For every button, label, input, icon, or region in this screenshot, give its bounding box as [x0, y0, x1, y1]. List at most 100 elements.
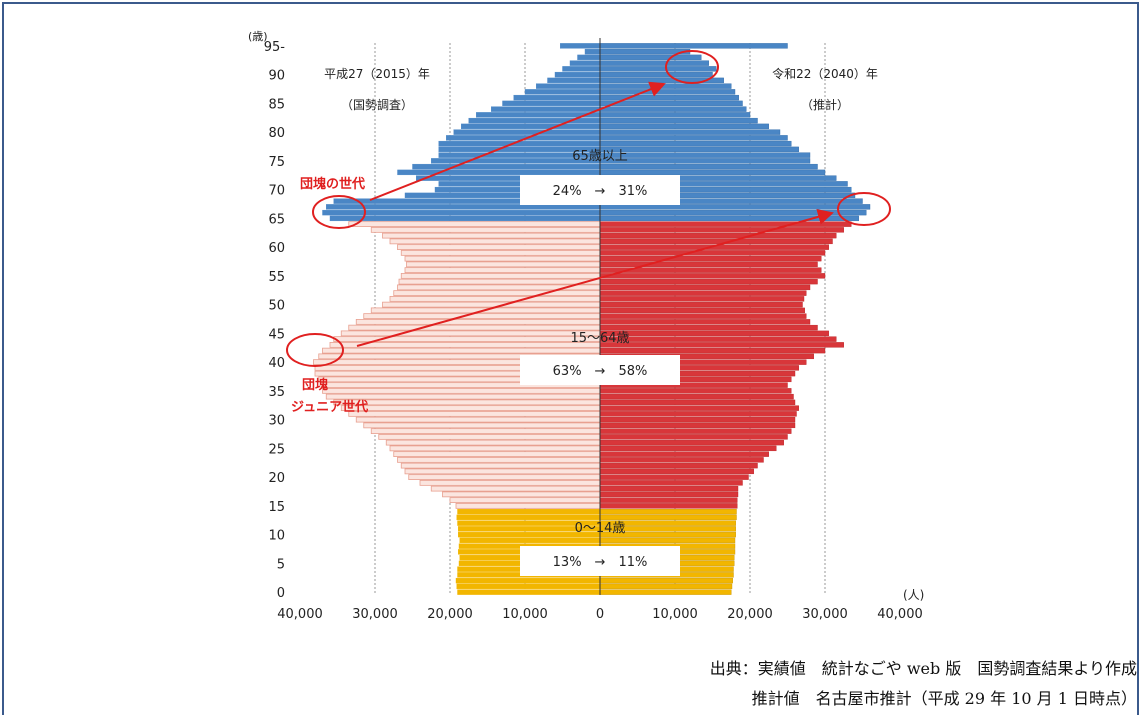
annotation-arrow [356, 209, 834, 347]
bar-2040 [599, 163, 818, 170]
bar-2040 [599, 146, 799, 153]
y-tick-label: 15 [268, 500, 285, 515]
y-unit-label: (歳) [248, 30, 268, 43]
bar-2015 [453, 129, 601, 135]
bar-2015 [326, 204, 601, 210]
bar-2040 [599, 273, 826, 279]
bar-2040 [599, 89, 736, 95]
bar-2040 [599, 503, 738, 509]
x-unit-label: (人) [903, 588, 924, 602]
bar-2040 [599, 71, 713, 78]
bar-2015 [397, 169, 601, 176]
bar-2040 [599, 411, 797, 417]
bar-2015 [412, 163, 601, 170]
bar-2040 [599, 583, 733, 590]
annotation-circle [665, 50, 719, 84]
left-panel-subtitle: （国勢調査） [341, 97, 413, 112]
bar-2015 [393, 451, 601, 457]
y-tick-label: 95- [264, 40, 286, 55]
y-tick-label: 85 [268, 97, 285, 112]
annotation-label: 団塊 [302, 377, 328, 393]
bar-2040 [599, 140, 792, 147]
bar-2015 [397, 244, 601, 250]
bar-2040 [599, 232, 837, 239]
bar-2015 [502, 100, 601, 107]
bar-2040 [599, 250, 826, 256]
bar-2015 [385, 439, 601, 446]
bar-2040 [599, 319, 811, 325]
bar-2015 [400, 249, 601, 256]
annotation-circle [286, 333, 344, 367]
bar-2015 [398, 278, 601, 285]
bar-2015 [569, 60, 601, 66]
bar-2040 [599, 123, 769, 130]
bar-2015 [404, 267, 601, 273]
bar-2015 [577, 54, 601, 61]
bar-2015 [404, 468, 601, 475]
bar-2015 [547, 77, 601, 84]
bar-2015 [340, 330, 601, 337]
bar-2015 [457, 508, 601, 515]
bar-2040 [599, 485, 739, 492]
bar-2015 [560, 43, 601, 49]
y-tick-label: 50 [268, 299, 285, 314]
bar-2015 [340, 405, 601, 411]
bar-2040 [599, 284, 811, 291]
bar-2015 [406, 261, 601, 268]
y-tick-label: 65 [268, 212, 285, 227]
bar-2015 [449, 497, 601, 503]
bar-2040 [599, 468, 754, 475]
y-tick-label: 90 [268, 69, 285, 84]
bar-2040 [599, 238, 833, 245]
bar-2040 [599, 106, 747, 112]
bar-2040 [599, 422, 796, 429]
bar-2040 [599, 457, 764, 463]
annotation-circle [312, 195, 366, 229]
x-tick-label: 30,000 [352, 607, 398, 622]
population-pyramid-chart: 0 5 10 15 20 25 30 35 40 45 50 55 60 65 70 75 80 85 90 95- 4… [248, 30, 924, 622]
bar-2015 [389, 295, 601, 302]
y-tick-label: 0 [277, 586, 285, 601]
x-tick-label: 10,000 [502, 607, 548, 622]
bar-2015 [378, 433, 601, 440]
bar-2015 [348, 221, 601, 227]
bar-2040 [599, 307, 805, 314]
bar-2040 [599, 428, 792, 434]
x-tick-label: 20,000 [727, 607, 773, 622]
x-tick-label: 30,000 [802, 607, 848, 622]
bar-2015 [363, 422, 601, 429]
bar-2015 [455, 577, 601, 584]
bar-2015 [468, 117, 601, 124]
bar-2040 [599, 393, 794, 400]
bar-2040 [599, 117, 758, 124]
bar-2040 [599, 129, 781, 135]
bar-2040 [599, 290, 807, 296]
bar-2015 [442, 491, 601, 498]
bar-2040 [599, 462, 758, 469]
annotation-label: ジュニア世代 [291, 399, 368, 415]
bar-2015 [382, 301, 601, 308]
bar-2040 [599, 342, 844, 348]
bar-2040 [599, 227, 844, 233]
annotation-arrow [369, 81, 666, 201]
bar-2015 [370, 428, 601, 434]
bar-2040 [599, 158, 811, 164]
right-panel-subtitle: （推計） [801, 97, 849, 112]
ratio-box [520, 546, 680, 576]
bar-2015 [536, 83, 601, 89]
bar-2040 [599, 445, 777, 452]
bar-2040 [599, 66, 717, 72]
bar-2015 [397, 456, 601, 463]
bar-2015 [430, 485, 601, 492]
bar-2015 [333, 399, 601, 406]
bar-2040 [599, 589, 732, 595]
bar-2015 [389, 445, 601, 452]
y-tick-label: 55 [268, 270, 285, 285]
bar-2040 [599, 296, 805, 302]
y-tick-label: 40 [268, 356, 285, 371]
y-tick-label: 20 [268, 471, 285, 486]
bar-2040 [599, 54, 702, 61]
bar-2015 [491, 106, 601, 112]
bar-2015 [325, 393, 601, 400]
